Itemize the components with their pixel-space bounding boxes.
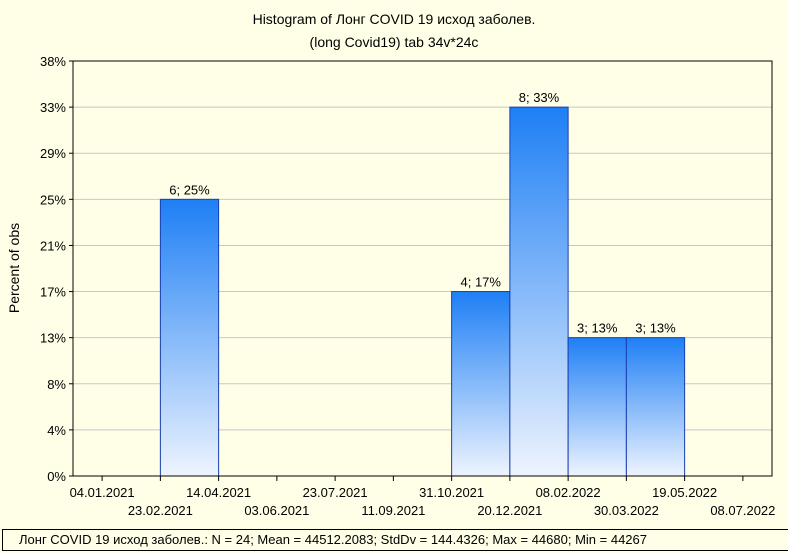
histogram-bar — [509, 106, 569, 477]
y-tick-label: 0% — [47, 469, 66, 484]
x-tick-label: 14.04.2021 — [186, 485, 251, 500]
x-tick-label: 11.09.2021 — [361, 503, 425, 518]
y-tick-label: 25% — [40, 192, 66, 207]
y-tick-label: 29% — [40, 146, 66, 161]
bars: 6; 25% 4; 17% 8; 33% 3; 13% 3; 13% — [159, 90, 686, 477]
y-tick-label: 17% — [40, 285, 66, 300]
histogram-chart: Histogram of Лонг COVID 19 исход заболев… — [6, 11, 775, 518]
histogram-bar — [159, 198, 220, 477]
y-tick-label: 4% — [47, 423, 66, 438]
bar-data-label: 3; 13% — [577, 321, 618, 336]
bar-data-label: 6; 25% — [169, 182, 210, 197]
x-tick-label: 04.01.2021 — [70, 485, 135, 500]
x-tick-label: 08.07.2022 — [710, 503, 775, 518]
y-tick-label: 21% — [40, 238, 66, 253]
x-tick-label: 03.06.2021 — [244, 503, 309, 518]
plot-frame — [72, 60, 773, 477]
y-tick-label: 8% — [47, 377, 66, 392]
chart-title: Histogram of Лонг COVID 19 исход заболев… — [253, 11, 536, 27]
x-tick-label: 30.03.2022 — [594, 503, 659, 518]
chart-subtitle: (long Covid19) tab 34v*24c — [310, 34, 479, 50]
x-axis: 04.01.2021 23.02.2021 14.04.2021 03.06.2021… — [70, 476, 775, 518]
bar-data-label: 8; 33% — [519, 90, 560, 105]
bar-data-label: 3; 13% — [635, 321, 676, 336]
bar-data-label: 4; 17% — [461, 275, 502, 290]
y-axis-label: Percent of obs — [6, 223, 22, 313]
y-axis: 0% 4% 8% 13% 17% 21% 25% 29% 33% 38% — [40, 54, 73, 484]
histogram-bar — [625, 337, 686, 477]
x-tick-label: 08.02.2022 — [536, 485, 601, 500]
summary-statistics: Лонг COVID 19 исход заболев.: N = 24; Me… — [2, 529, 788, 551]
x-tick-label: 19.05.2022 — [652, 485, 717, 500]
y-tick-label: 38% — [40, 54, 66, 69]
x-tick-label: 23.07.2021 — [303, 485, 368, 500]
y-tick-label: 13% — [40, 331, 66, 346]
x-tick-label: 31.10.2021 — [419, 485, 484, 500]
x-tick-label: 20.12.2021 — [477, 503, 542, 518]
x-tick-label: 23.02.2021 — [128, 503, 193, 518]
histogram-bar — [451, 291, 511, 477]
histogram-bar — [567, 337, 627, 477]
y-tick-label: 33% — [40, 100, 66, 115]
